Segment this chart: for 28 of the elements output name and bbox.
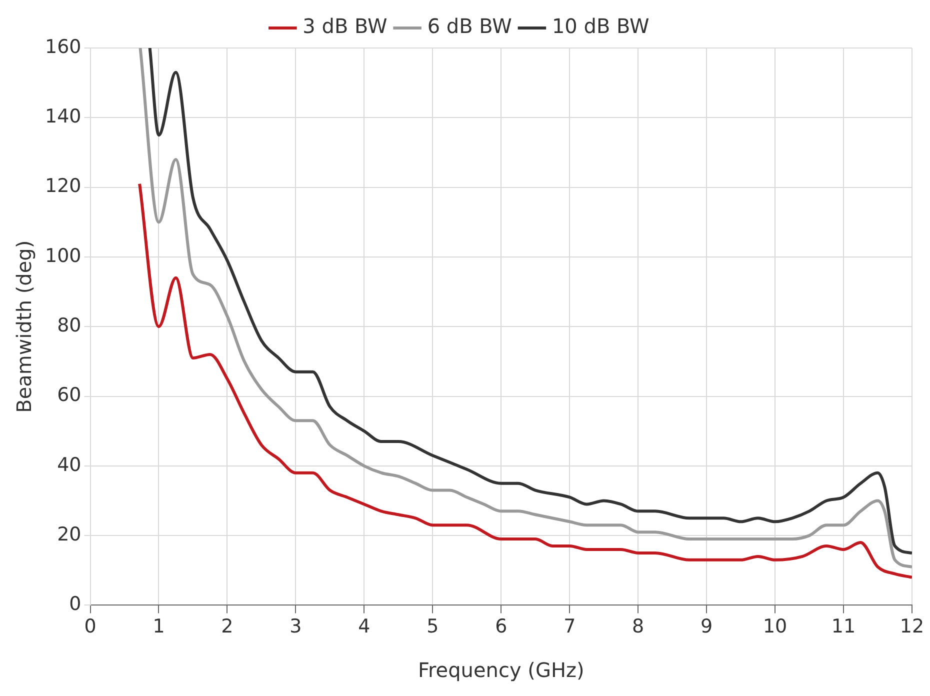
legend-label: 3 dB BW xyxy=(302,14,388,38)
x-tick-label: 6 xyxy=(495,616,508,638)
x-tick-label: 12 xyxy=(900,616,924,638)
y-tick-label: 100 xyxy=(45,244,82,267)
line-series xyxy=(138,182,912,579)
x-tick-label: 9 xyxy=(700,616,713,638)
y-tick-label: 0 xyxy=(69,593,82,616)
y-tick-label: 140 xyxy=(45,106,82,128)
x-tick-label: 7 xyxy=(564,616,576,638)
x-tick-label: 3 xyxy=(290,616,302,638)
x-tick-label: 0 xyxy=(84,616,96,638)
y-tick-label: 80 xyxy=(57,314,82,337)
x-tick-label: 8 xyxy=(632,616,644,638)
x-axis-title: Frequency (GHz) xyxy=(418,658,584,682)
x-tick-label: 2 xyxy=(221,616,234,638)
y-axis-title: Beamwidth (deg) xyxy=(12,240,36,413)
y-tick-label: 120 xyxy=(45,175,82,198)
x-tick-label: 10 xyxy=(762,616,788,638)
y-tick-label: 20 xyxy=(57,523,82,546)
y-tick-label: 160 xyxy=(45,36,82,58)
y-tick-label: 60 xyxy=(57,384,82,406)
legend-label: 10 dB BW xyxy=(552,14,650,38)
x-tick-label: 5 xyxy=(426,616,439,638)
x-tick-label: 4 xyxy=(358,616,370,638)
x-tick-label: 11 xyxy=(831,616,856,638)
y-tick-label: 40 xyxy=(57,454,82,476)
legend-label: 6 dB BW xyxy=(427,14,512,38)
x-tick-label: 1 xyxy=(152,616,165,638)
